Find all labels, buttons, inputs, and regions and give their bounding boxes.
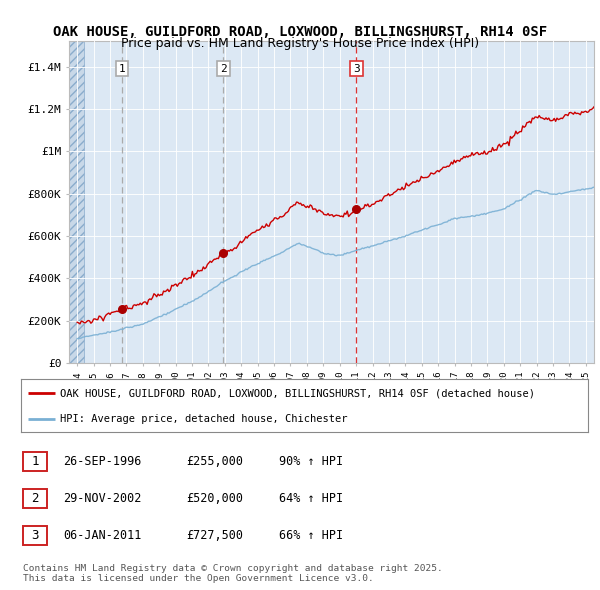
Text: 06-JAN-2011: 06-JAN-2011	[63, 529, 142, 542]
Text: £727,500: £727,500	[186, 529, 243, 542]
Text: £520,000: £520,000	[186, 492, 243, 505]
Text: 3: 3	[31, 529, 38, 542]
Text: Contains HM Land Registry data © Crown copyright and database right 2025.
This d: Contains HM Land Registry data © Crown c…	[23, 563, 443, 583]
Text: OAK HOUSE, GUILDFORD ROAD, LOXWOOD, BILLINGSHURST, RH14 0SF: OAK HOUSE, GUILDFORD ROAD, LOXWOOD, BILL…	[53, 25, 547, 39]
Bar	[69, 41, 84, 363]
Text: 29-NOV-2002: 29-NOV-2002	[63, 492, 142, 505]
Text: 66% ↑ HPI: 66% ↑ HPI	[279, 529, 343, 542]
Text: £255,000: £255,000	[186, 455, 243, 468]
Text: 3: 3	[353, 64, 360, 74]
Text: OAK HOUSE, GUILDFORD ROAD, LOXWOOD, BILLINGSHURST, RH14 0SF (detached house): OAK HOUSE, GUILDFORD ROAD, LOXWOOD, BILL…	[59, 388, 535, 398]
Text: 64% ↑ HPI: 64% ↑ HPI	[279, 492, 343, 505]
Text: 90% ↑ HPI: 90% ↑ HPI	[279, 455, 343, 468]
Text: Price paid vs. HM Land Registry's House Price Index (HPI): Price paid vs. HM Land Registry's House …	[121, 37, 479, 50]
Text: HPI: Average price, detached house, Chichester: HPI: Average price, detached house, Chic…	[59, 414, 347, 424]
Text: 2: 2	[220, 64, 227, 74]
Text: 1: 1	[31, 455, 38, 468]
Text: 2: 2	[31, 492, 38, 505]
Text: 26-SEP-1996: 26-SEP-1996	[63, 455, 142, 468]
Text: 1: 1	[119, 64, 125, 74]
